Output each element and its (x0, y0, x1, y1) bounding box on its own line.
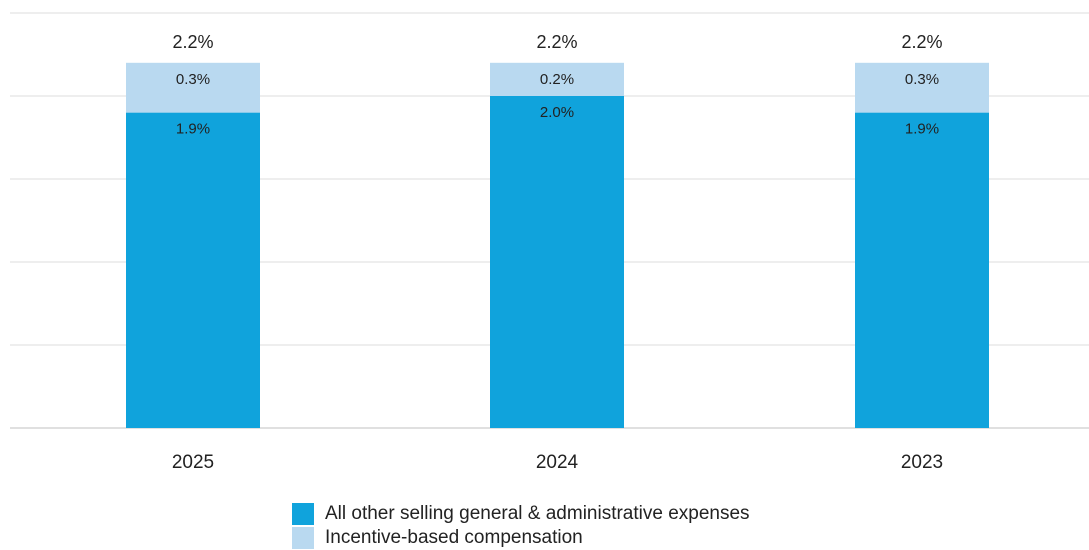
legend-label-other-sga: All other selling general & administrati… (325, 503, 750, 524)
data-label-other-sga: 1.9% (905, 121, 939, 138)
data-label-incentive: 0.3% (905, 71, 939, 88)
x-tick-label: 2025 (172, 452, 214, 473)
legend: All other selling general & administrati… (292, 502, 750, 550)
total-label: 2.2% (536, 32, 577, 52)
bar-incentive (490, 62, 624, 96)
legend-label-incentive: Incentive-based compensation (325, 527, 583, 548)
bar-incentive (855, 62, 989, 113)
bar-other-sga (490, 96, 624, 428)
x-tick-label: 2023 (901, 452, 943, 473)
stacked-bar-chart: 1.9% 0.3% 2.2% 2025 2.0% 0.2% 2.2% 2024 1.9% 0.3%… (10, 12, 1089, 473)
data-label-incentive: 0.2% (540, 71, 574, 88)
total-label: 2.2% (172, 32, 213, 52)
legend-item-incentive: Incentive-based compensation (292, 526, 750, 550)
data-label-incentive: 0.3% (176, 71, 210, 88)
legend-swatch-other-sga (292, 503, 314, 525)
bar-other-sga (855, 112, 989, 428)
data-label-other-sga: 1.9% (176, 121, 210, 138)
legend-swatch-incentive (292, 527, 314, 549)
x-tick-label: 2024 (536, 452, 579, 473)
legend-item-other-sga: All other selling general & administrati… (292, 502, 750, 526)
bar-incentive (126, 62, 260, 113)
data-label-other-sga: 2.0% (540, 104, 574, 121)
total-label: 2.2% (901, 32, 942, 52)
bar-other-sga (126, 112, 260, 428)
